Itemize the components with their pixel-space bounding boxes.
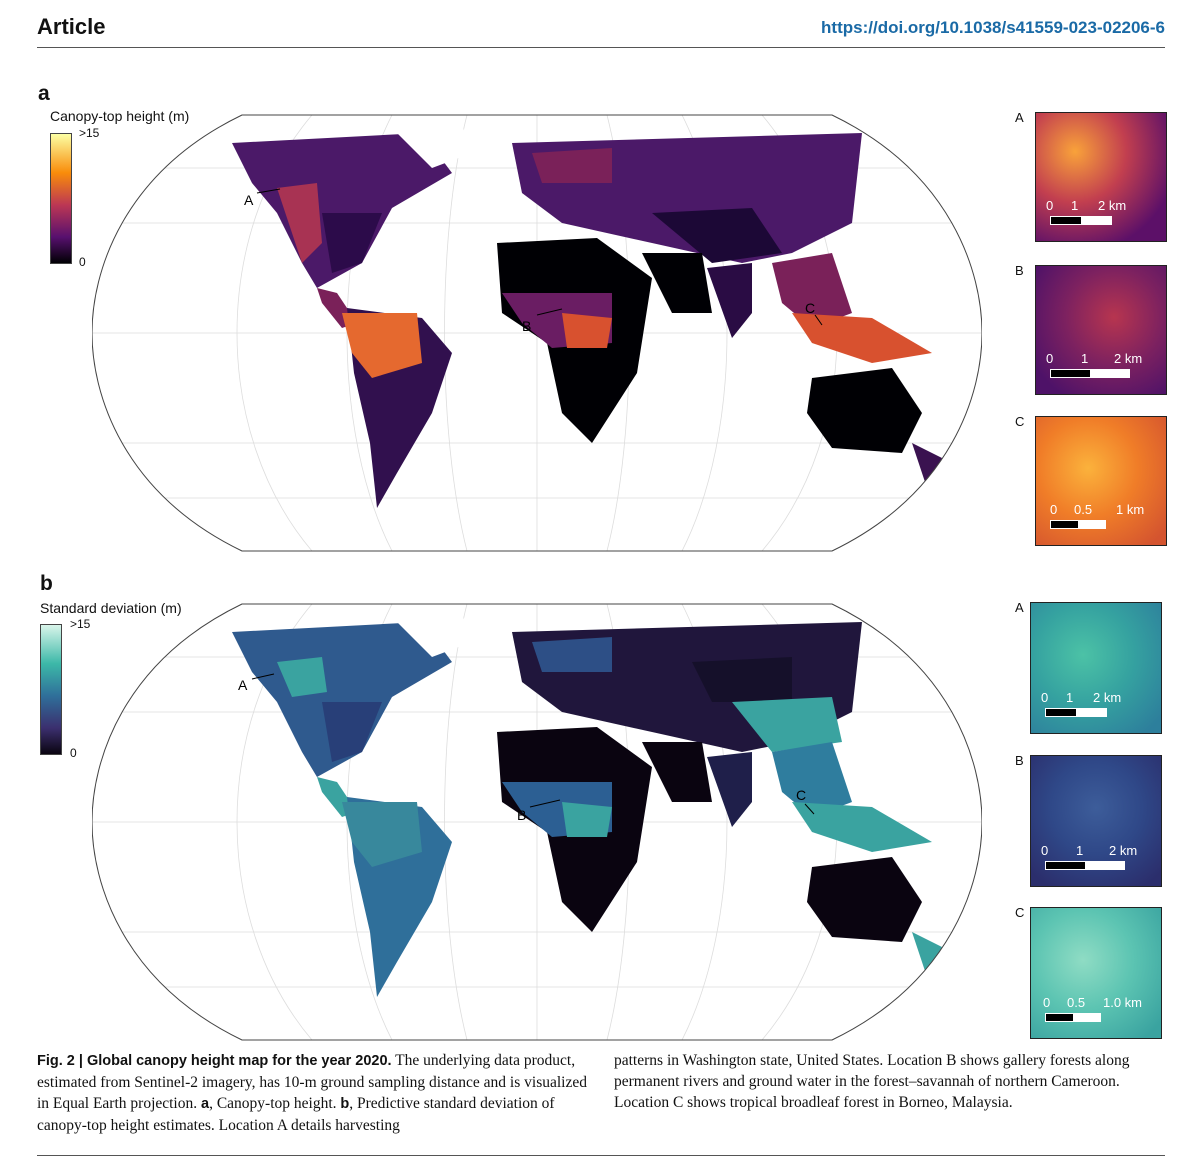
bottom-rule <box>37 1155 1165 1156</box>
panel-b-letter: b <box>40 572 53 595</box>
map-a-marker-c: C <box>805 300 815 316</box>
caption-b-bold: b <box>340 1096 350 1112</box>
inset-b-c-letter: C <box>1015 905 1025 920</box>
inset-b-c-scale-0: 0 <box>1043 995 1051 1010</box>
inset-b-b-scale-0: 0 <box>1041 843 1049 858</box>
inset-a-a-letter: A <box>1015 110 1024 125</box>
inset-a-location-c: 0 0.5 1 km <box>1035 416 1167 546</box>
doi-link[interactable]: https://doi.org/10.1038/s41559-023-02206… <box>821 18 1165 37</box>
map-b-marker-c: C <box>796 787 806 803</box>
inset-a-location-a: 0 1 2 km <box>1035 112 1167 242</box>
inset-a-b-scalebar <box>1050 369 1130 378</box>
caption-a-text: , Canopy-top height. <box>209 1095 341 1112</box>
colorbar-a <box>50 133 72 264</box>
colorbar-a-min-label: 0 <box>79 255 86 269</box>
colorbar-b-max-label: >15 <box>70 617 91 631</box>
caption-b-text: , Predictive standard deviation of canop… <box>37 1095 555 1134</box>
inset-a-b-scale-0: 0 <box>1046 351 1054 366</box>
map-a-marker-a: A <box>244 192 254 208</box>
inset-a-c-scale-2: 1 km <box>1116 502 1145 517</box>
inset-b-b-scale-2: 2 km <box>1109 843 1138 858</box>
figure-label: Fig. 2 | Global canopy height map for th… <box>37 1053 392 1069</box>
colorbar-a-max-label: >15 <box>79 126 100 140</box>
map-b-marker-a: A <box>238 677 248 693</box>
inset-b-b-scalebar <box>1045 861 1125 870</box>
inset-b-b-letter: B <box>1015 753 1024 768</box>
standard-deviation-map: A B C <box>92 602 982 1042</box>
caption-a-bold: a <box>201 1096 210 1112</box>
inset-a-b-scale-1: 1 <box>1081 351 1089 366</box>
inset-a-c-scalebar <box>1050 520 1106 529</box>
inset-a-a-scale-1: 1 <box>1071 198 1079 213</box>
colorbar-b-title: Standard deviation (m) <box>40 600 182 616</box>
inset-b-a-letter: A <box>1015 600 1024 615</box>
canopy-height-map: A B C <box>92 113 982 553</box>
panel-a-letter: a <box>38 82 50 105</box>
section-label: Article <box>37 14 106 39</box>
inset-a-b-letter: B <box>1015 263 1024 278</box>
inset-a-c-letter: C <box>1015 414 1025 429</box>
page-header: Article https://doi.org/10.1038/s41559-0… <box>37 12 1165 48</box>
colorbar-a-title: Canopy-top height (m) <box>50 108 190 124</box>
map-a-marker-b: B <box>522 318 531 334</box>
inset-b-location-c: 0 0.5 1.0 km <box>1030 907 1162 1039</box>
inset-a-a-scalebar <box>1050 216 1112 225</box>
inset-b-c-scalebar <box>1045 1013 1101 1022</box>
inset-b-a-scalebar <box>1045 708 1107 717</box>
figure-caption-right: patterns in Washington state, United Sta… <box>614 1052 1130 1111</box>
inset-b-c-scale-1: 0.5 <box>1067 995 1086 1010</box>
map-b-marker-b: B <box>517 807 526 823</box>
inset-b-a-scale-1: 1 <box>1066 690 1074 705</box>
figure-caption-left: Fig. 2 | Global canopy height map for th… <box>37 1050 590 1136</box>
inset-b-b-scale-1: 1 <box>1076 843 1084 858</box>
inset-b-location-a: 0 1 2 km <box>1030 602 1162 734</box>
inset-a-location-b: 0 1 2 km <box>1035 265 1167 395</box>
inset-a-a-scale-2: 2 km <box>1098 198 1127 213</box>
inset-a-b-scale-2: 2 km <box>1114 351 1143 366</box>
inset-b-location-b: 0 1 2 km <box>1030 755 1162 887</box>
inset-a-c-scale-0: 0 <box>1050 502 1058 517</box>
inset-b-c-scale-2: 1.0 km <box>1103 995 1143 1010</box>
colorbar-b <box>40 624 62 755</box>
inset-a-a-scale-0: 0 <box>1046 198 1054 213</box>
colorbar-b-min-label: 0 <box>70 746 77 760</box>
caption-text-1: The underlying data product, estimated f… <box>37 1052 587 1112</box>
inset-b-a-scale-0: 0 <box>1041 690 1049 705</box>
inset-b-a-scale-2: 2 km <box>1093 690 1122 705</box>
inset-a-c-scale-1: 0.5 <box>1074 502 1093 517</box>
